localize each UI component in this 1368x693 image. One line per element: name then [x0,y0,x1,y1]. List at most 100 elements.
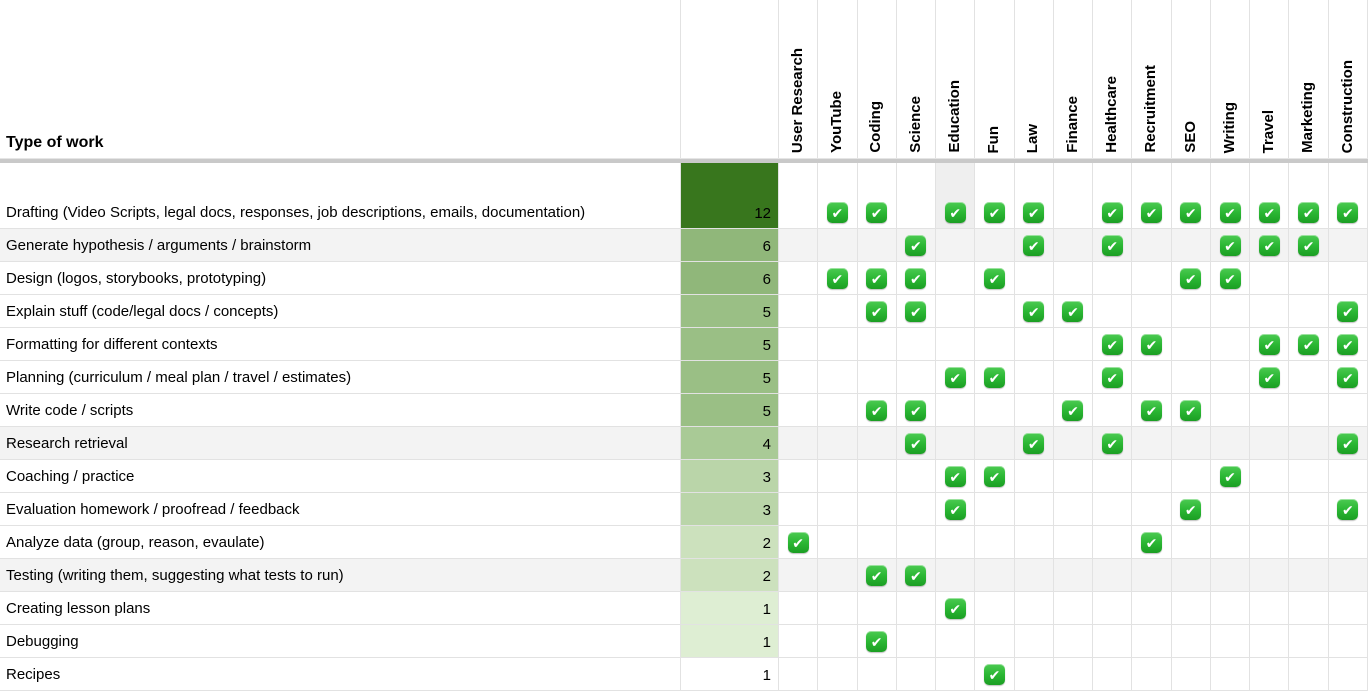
count-cell[interactable]: 5 [681,361,779,394]
grid-cell-fun[interactable] [975,526,1015,559]
grid-cell-construction[interactable]: ✔ [1328,328,1368,361]
grid-cell-healthcare[interactable] [1093,295,1133,328]
grid-cell-education[interactable]: ✔ [936,460,976,493]
column-header-construction[interactable]: Construction [1328,0,1368,158]
grid-cell-healthcare[interactable] [1093,262,1133,295]
count-cell[interactable]: 2 [681,526,779,559]
grid-cell-law[interactable]: ✔ [1014,163,1054,229]
grid-cell-recruitment[interactable]: ✔ [1132,526,1172,559]
grid-cell-law[interactable] [1014,460,1054,493]
grid-cell-travel[interactable] [1250,559,1290,592]
grid-cell-coding[interactable]: ✔ [857,295,897,328]
grid-cell-healthcare[interactable] [1093,658,1133,691]
grid-cell-writing[interactable] [1210,526,1251,559]
grid-cell-fun[interactable] [975,328,1015,361]
grid-cell-fun[interactable] [975,592,1015,625]
grid-cell-healthcare[interactable]: ✔ [1093,229,1133,262]
grid-cell-recruitment[interactable] [1132,229,1172,262]
grid-cell-marketing[interactable] [1289,625,1329,658]
column-header-marketing[interactable]: Marketing [1289,0,1329,158]
grid-cell-fun[interactable] [975,427,1015,460]
count-cell[interactable]: 6 [681,229,779,262]
grid-cell-construction[interactable]: ✔ [1328,427,1368,460]
grid-cell-marketing[interactable] [1289,526,1329,559]
grid-cell-construction[interactable]: ✔ [1328,361,1368,394]
grid-cell-recruitment[interactable] [1132,262,1172,295]
grid-cell-marketing[interactable]: ✔ [1289,163,1329,229]
grid-cell-coding[interactable] [857,493,897,526]
work-type-cell[interactable]: Research retrieval [0,427,681,460]
work-type-cell[interactable]: Debugging [0,625,681,658]
grid-cell-user-research[interactable] [779,262,819,295]
grid-cell-healthcare[interactable] [1093,625,1133,658]
column-header-finance[interactable]: Finance [1053,0,1094,158]
grid-cell-fun[interactable]: ✔ [975,361,1015,394]
grid-cell-user-research[interactable] [779,493,819,526]
count-cell[interactable]: 1 [681,592,779,625]
grid-cell-science[interactable] [896,361,937,394]
grid-cell-writing[interactable]: ✔ [1210,163,1251,229]
grid-cell-coding[interactable]: ✔ [857,163,897,229]
grid-cell-writing[interactable] [1210,493,1251,526]
grid-cell-user-research[interactable] [779,592,819,625]
grid-cell-recruitment[interactable]: ✔ [1132,328,1172,361]
grid-cell-travel[interactable] [1250,262,1290,295]
grid-cell-youtube[interactable] [818,295,858,328]
grid-cell-finance[interactable] [1053,328,1094,361]
grid-cell-construction[interactable] [1328,394,1368,427]
grid-cell-fun[interactable]: ✔ [975,460,1015,493]
grid-cell-writing[interactable]: ✔ [1210,460,1251,493]
grid-cell-writing[interactable]: ✔ [1210,262,1251,295]
grid-cell-marketing[interactable] [1289,262,1329,295]
grid-cell-science[interactable]: ✔ [896,394,937,427]
grid-cell-marketing[interactable]: ✔ [1289,328,1329,361]
grid-cell-writing[interactable] [1210,592,1251,625]
grid-cell-healthcare[interactable] [1093,394,1133,427]
count-cell[interactable]: 4 [681,427,779,460]
grid-cell-user-research[interactable] [779,460,819,493]
grid-cell-user-research[interactable] [779,559,819,592]
grid-cell-recruitment[interactable]: ✔ [1132,163,1172,229]
grid-cell-construction[interactable] [1328,229,1368,262]
grid-cell-user-research[interactable] [779,163,819,229]
work-type-cell[interactable]: Coaching / practice [0,460,681,493]
grid-cell-travel[interactable] [1250,658,1290,691]
grid-cell-law[interactable] [1014,394,1054,427]
grid-cell-education[interactable] [936,262,976,295]
grid-cell-coding[interactable]: ✔ [857,394,897,427]
grid-cell-finance[interactable] [1053,493,1094,526]
grid-cell-seo[interactable] [1171,526,1211,559]
grid-cell-marketing[interactable] [1289,559,1329,592]
column-header-travel[interactable]: Travel [1250,0,1290,158]
grid-cell-finance[interactable] [1053,229,1094,262]
grid-cell-coding[interactable] [857,460,897,493]
work-type-cell[interactable]: Evaluation homework / proofread / feedba… [0,493,681,526]
grid-cell-travel[interactable]: ✔ [1250,229,1290,262]
grid-cell-user-research[interactable] [779,427,819,460]
grid-cell-finance[interactable] [1053,163,1094,229]
count-header-cell[interactable] [681,0,779,158]
grid-cell-science[interactable] [896,592,937,625]
grid-cell-seo[interactable] [1171,295,1211,328]
grid-cell-recruitment[interactable]: ✔ [1132,394,1172,427]
column-header-education[interactable]: Education [936,0,976,158]
grid-cell-seo[interactable] [1171,361,1211,394]
grid-cell-travel[interactable] [1250,394,1290,427]
grid-cell-travel[interactable] [1250,460,1290,493]
grid-cell-finance[interactable] [1053,526,1094,559]
grid-cell-seo[interactable] [1171,625,1211,658]
count-cell[interactable]: 5 [681,295,779,328]
count-cell[interactable]: 2 [681,559,779,592]
grid-cell-travel[interactable]: ✔ [1250,163,1290,229]
work-type-cell[interactable]: Creating lesson plans [0,592,681,625]
grid-cell-law[interactable]: ✔ [1014,427,1054,460]
grid-cell-seo[interactable] [1171,328,1211,361]
grid-cell-user-research[interactable] [779,361,819,394]
grid-cell-marketing[interactable] [1289,460,1329,493]
work-type-cell[interactable]: Explain stuff (code/legal docs / concept… [0,295,681,328]
work-type-cell[interactable]: Write code / scripts [0,394,681,427]
grid-cell-law[interactable] [1014,625,1054,658]
grid-cell-education[interactable] [936,229,976,262]
grid-cell-seo[interactable] [1171,559,1211,592]
grid-cell-travel[interactable] [1250,592,1290,625]
